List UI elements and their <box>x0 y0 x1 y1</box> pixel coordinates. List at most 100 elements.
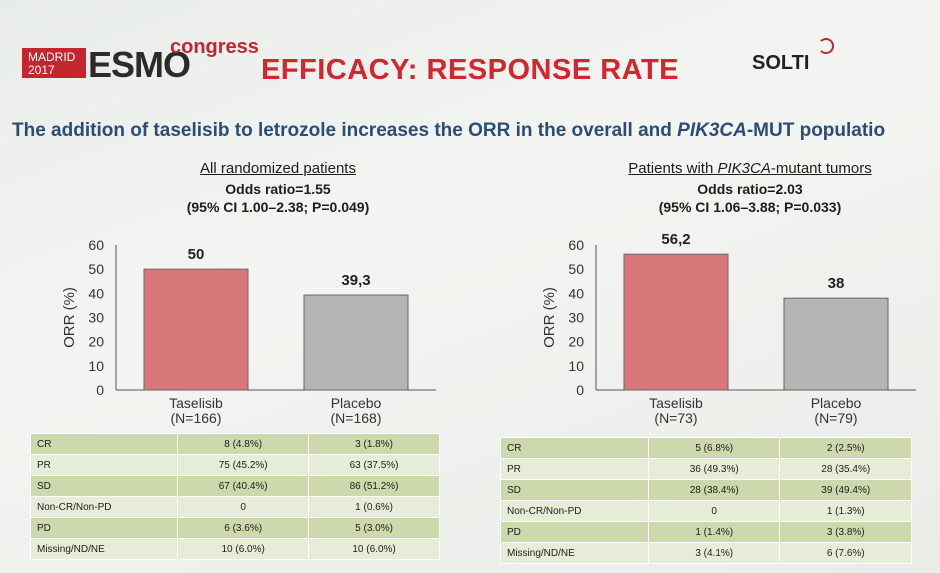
taselisib-value: 1 (1.4%) <box>647 521 781 543</box>
chart-left: 0 10 20 30 40 50 60 ORR (%) 50 Taselisib (N=166) 39… <box>30 230 450 440</box>
panel-left-title: All randomized patients <box>200 160 356 177</box>
y-axis-label: ORR (%) <box>541 287 558 348</box>
panel-right-title-pre: Patients with <box>628 160 718 177</box>
table-row: PD 6 (3.6%) 5 (3.0%) <box>29 517 440 539</box>
subtitle-part1: The addition of taselisib to letrozole i… <box>12 120 678 141</box>
subtitle-part2: -MUT populatio <box>746 120 886 141</box>
panel-left-heading: All randomized patients Odds ratio=1.55 … <box>118 160 438 216</box>
bar <box>783 297 889 391</box>
placebo-value: 3 (3.8%) <box>779 521 912 543</box>
y-tick-label: 60 <box>568 237 584 253</box>
row-label: PD <box>29 517 179 539</box>
chart-right-svg: 0 10 20 30 40 50 60 ORR (%) 56,2 Taselisib(N=73) 3… <box>541 231 916 426</box>
solti-logo-mark-icon <box>818 38 834 54</box>
row-label: Non-CR/Non-PD <box>29 496 179 518</box>
row-label: PD <box>500 521 649 543</box>
slide-subtitle: The addition of taselisib to letrozole i… <box>12 120 885 142</box>
taselisib-value: 3 (4.1%) <box>647 542 781 564</box>
panel-right-ci: (95% CI 1.06–3.88; P=0.033) <box>658 199 842 215</box>
subtitle-italic: PIK3CA <box>677 120 747 141</box>
taselisib-value: 67 (40.4%) <box>177 475 310 497</box>
placebo-value: 5 (3.0%) <box>308 517 440 539</box>
bar <box>143 268 249 391</box>
response-table-right: CR 5 (6.8%) 2 (2.5%) PR 36 (49.3%) 28 (35.4%)… <box>500 437 912 564</box>
placebo-value: 63 (37.5%) <box>308 454 440 476</box>
placebo-value: 3 (1.8%) <box>308 433 440 455</box>
row-label: Missing/ND/NE <box>500 542 649 564</box>
row-label: SD <box>500 479 649 501</box>
x-tick-label: Placebo <box>331 395 382 411</box>
y-tick-label: 50 <box>88 261 104 277</box>
x-tick-label: (N=166) <box>171 410 222 426</box>
table-row: PR 36 (49.3%) 28 (35.4%) <box>500 458 912 480</box>
placebo-value: 39 (49.4%) <box>779 479 912 501</box>
congress-city: MADRID <box>28 50 76 64</box>
panel-left-odds: Odds ratio=1.55 <box>225 181 331 197</box>
y-tick-label: 20 <box>88 334 104 350</box>
y-tick-label: 40 <box>568 285 584 301</box>
table-row: PR 75 (45.2%) 63 (37.5%) <box>29 454 440 476</box>
y-tick-label: 60 <box>88 237 104 253</box>
placebo-value: 2 (2.5%) <box>779 437 912 459</box>
row-label: CR <box>500 437 649 459</box>
placebo-value: 86 (51.2%) <box>308 475 440 497</box>
placebo-value: 1 (1.3%) <box>779 500 912 522</box>
bar-value-label: 39,3 <box>341 272 370 289</box>
placebo-value: 10 (6.0%) <box>308 538 440 560</box>
x-tick-label: Placebo <box>811 395 862 411</box>
panel-right-title-italic: PIK3CA <box>717 160 771 177</box>
congress-word: congress <box>170 36 259 58</box>
taselisib-value: 75 (45.2%) <box>177 454 310 476</box>
panel-right-heading: Patients with PIK3CA-mutant tumors Odds … <box>585 160 915 216</box>
table-row: CR 5 (6.8%) 2 (2.5%) <box>500 437 912 459</box>
y-tick-label: 0 <box>576 382 584 398</box>
x-tick-label: (N=73) <box>654 410 697 426</box>
table-row: Missing/ND/NE 10 (6.0%) 10 (6.0%) <box>29 538 440 560</box>
row-label: Missing/ND/NE <box>29 538 179 560</box>
y-tick-label: 10 <box>568 358 584 374</box>
panel-left-ci: (95% CI 1.00–2.38; P=0.049) <box>186 199 370 215</box>
table-row: PD 1 (1.4%) 3 (3.8%) <box>500 521 912 543</box>
congress-logo-badge: MADRID 2017 <box>22 48 86 78</box>
bar <box>623 253 729 391</box>
table-row: Non-CR/Non-PD 0 1 (1.3%) <box>500 500 912 522</box>
chart-left-svg: 0 10 20 30 40 50 60 ORR (%) 50 Taselisib(N=166) 39… <box>61 237 436 426</box>
bar-value-label: 56,2 <box>661 231 690 248</box>
taselisib-value: 28 (38.4%) <box>647 479 781 501</box>
row-label: PR <box>29 454 179 476</box>
panel-right-odds: Odds ratio=2.03 <box>697 181 803 197</box>
taselisib-value: 36 (49.3%) <box>647 458 781 480</box>
placebo-value: 28 (35.4%) <box>779 458 912 480</box>
y-axis-label: ORR (%) <box>61 287 78 348</box>
x-tick-label: (N=168) <box>331 410 382 426</box>
table-row: CR 8 (4.8%) 3 (1.8%) <box>29 433 440 455</box>
taselisib-value: 0 <box>177 496 310 518</box>
taselisib-value: 8 (4.8%) <box>177 433 310 455</box>
x-tick-label: Taselisib <box>169 395 223 411</box>
y-tick-label: 40 <box>88 285 104 301</box>
bar-value-label: 50 <box>188 246 205 263</box>
table-row: SD 67 (40.4%) 86 (51.2%) <box>29 475 440 497</box>
esmo-logo: ESMO <box>88 44 191 85</box>
row-label: SD <box>29 475 179 497</box>
bar <box>303 294 409 391</box>
taselisib-value: 10 (6.0%) <box>177 538 310 560</box>
response-table-left: CR 8 (4.8%) 3 (1.8%) PR 75 (45.2%) 63 (37.5%)… <box>29 433 440 560</box>
y-tick-label: 0 <box>96 382 104 398</box>
taselisib-value: 0 <box>647 500 781 522</box>
panel-right-title-post: -mutant tumors <box>770 160 872 177</box>
x-tick-label: Taselisib <box>649 395 703 411</box>
placebo-value: 6 (7.6%) <box>779 542 912 564</box>
slide-title: EFFICACY: RESPONSE RATE <box>260 54 680 86</box>
taselisib-value: 6 (3.6%) <box>177 517 310 539</box>
bar-value-label: 38 <box>828 275 845 292</box>
panel-right-title: Patients with PIK3CA-mutant tumors <box>585 160 915 178</box>
y-tick-label: 30 <box>88 310 104 326</box>
row-label: CR <box>29 433 179 455</box>
placebo-value: 1 (0.6%) <box>308 496 440 518</box>
y-tick-label: 10 <box>88 358 104 374</box>
x-tick-label: (N=79) <box>814 410 857 426</box>
solti-logo: SOLTI <box>752 52 810 74</box>
table-row: SD 28 (38.4%) 39 (49.4%) <box>500 479 912 501</box>
table-row: Non-CR/Non-PD 0 1 (0.6%) <box>29 496 440 518</box>
